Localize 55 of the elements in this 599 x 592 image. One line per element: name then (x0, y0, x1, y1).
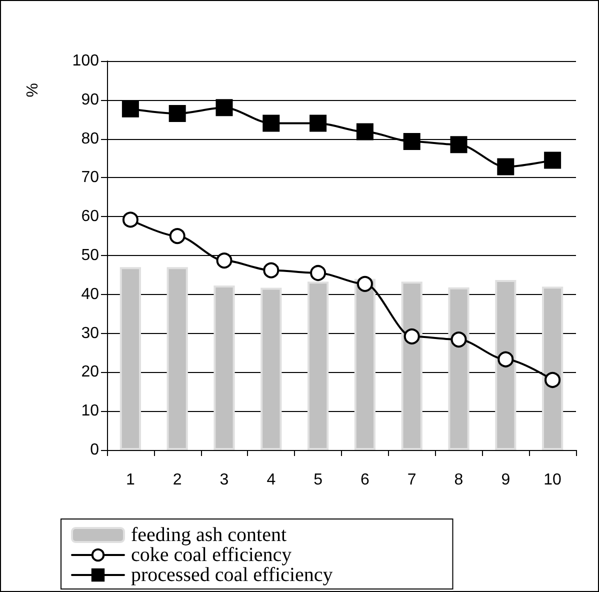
point (498, 351, 514, 368)
y-tick-label: 0 (90, 442, 100, 458)
point (544, 372, 561, 388)
point (216, 252, 232, 269)
point (450, 136, 468, 154)
point (262, 114, 280, 132)
x-tick-label: 2 (172, 472, 182, 488)
y-tick-label: 80 (81, 130, 100, 148)
legend-label: feeding ash content (131, 524, 287, 546)
x-tick-label: 10 (544, 472, 562, 488)
bar (260, 288, 282, 450)
x-tick-label: 9 (501, 472, 510, 488)
y-tick-label: 60 (81, 208, 100, 226)
x-tick-label: 6 (360, 472, 370, 488)
point (404, 328, 420, 344)
y-tick-label: 100 (72, 52, 100, 70)
point (356, 123, 374, 140)
y-tick-label: 20 (81, 364, 100, 381)
y-tick-label: 40 (81, 286, 100, 303)
point (168, 105, 186, 122)
point (263, 262, 280, 278)
legend-label: coke coal efficiency (131, 544, 292, 566)
bar (495, 280, 516, 450)
x-tick-label: 7 (407, 472, 416, 488)
bar (542, 286, 564, 450)
bar (214, 285, 235, 450)
bar (401, 282, 422, 450)
point (356, 276, 373, 292)
point (169, 228, 186, 244)
point (497, 158, 514, 176)
point (544, 152, 562, 169)
y-axis-title: % (24, 82, 42, 98)
y-tick-label: 90 (81, 91, 100, 108)
point (122, 212, 138, 228)
point (403, 133, 420, 150)
y-tick-label: 50 (81, 247, 100, 264)
x-tick-label: 1 (126, 472, 135, 488)
point (310, 265, 326, 281)
x-tick-label: 5 (314, 472, 323, 488)
x-tick-label: 4 (266, 472, 276, 488)
y-tick-label: 30 (81, 324, 100, 342)
legend-label: processed coal efficiency (131, 564, 333, 586)
bar (354, 278, 376, 450)
point (122, 100, 139, 118)
bar (166, 267, 188, 450)
x-tick-label: 8 (454, 472, 464, 488)
point (310, 114, 327, 132)
y-tick-label: 10 (81, 402, 100, 420)
bar (448, 287, 470, 450)
bar (308, 282, 329, 450)
y-tick-label: 70 (81, 169, 100, 186)
bar (120, 267, 142, 450)
point (450, 332, 467, 348)
point (216, 99, 233, 116)
x-tick-label: 3 (220, 472, 229, 488)
